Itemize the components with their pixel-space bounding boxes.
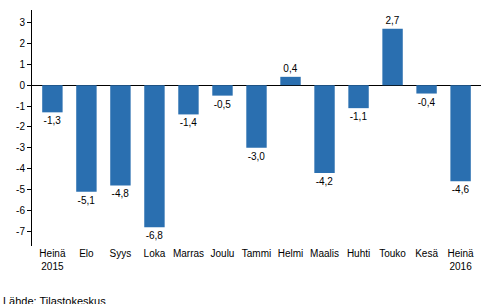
svg-text:-4,6: -4,6 xyxy=(452,184,470,195)
svg-text:-2: -2 xyxy=(16,121,25,132)
svg-text:-7: -7 xyxy=(16,226,25,237)
svg-text:1: 1 xyxy=(19,59,25,70)
svg-text:-6,8: -6,8 xyxy=(146,230,164,241)
svg-text:-1: -1 xyxy=(16,101,25,112)
svg-text:Loka: Loka xyxy=(144,248,166,259)
svg-text:-5,1: -5,1 xyxy=(78,195,96,206)
svg-text:Touko: Touko xyxy=(379,248,406,259)
svg-text:-4,2: -4,2 xyxy=(316,176,334,187)
svg-text:-1,1: -1,1 xyxy=(350,111,368,122)
svg-text:Tammi: Tammi xyxy=(242,248,271,259)
svg-text:-4: -4 xyxy=(16,163,25,174)
svg-text:-3: -3 xyxy=(16,142,25,153)
svg-text:-0,4: -0,4 xyxy=(418,97,436,108)
svg-text:Elo: Elo xyxy=(79,248,94,259)
svg-text:-4,8: -4,8 xyxy=(112,188,130,199)
svg-text:2: 2 xyxy=(19,38,25,49)
svg-text:Syys: Syys xyxy=(110,248,132,259)
svg-text:Heinä2015: Heinä2015 xyxy=(39,248,66,272)
svg-text:0,4: 0,4 xyxy=(283,63,297,74)
svg-text:Maalis: Maalis xyxy=(310,248,339,259)
svg-text:-1,3: -1,3 xyxy=(44,115,62,126)
svg-text:Joulu: Joulu xyxy=(211,248,235,259)
svg-text:Helmi: Helmi xyxy=(278,248,304,259)
svg-text:-1,4: -1,4 xyxy=(180,117,198,128)
svg-text:-6: -6 xyxy=(16,205,25,216)
svg-text:-3,0: -3,0 xyxy=(248,151,266,162)
svg-text:3: 3 xyxy=(19,17,25,28)
svg-text:-5: -5 xyxy=(16,184,25,195)
svg-text:0: 0 xyxy=(19,80,25,91)
svg-text:2,7: 2,7 xyxy=(385,15,399,26)
svg-text:-0,5: -0,5 xyxy=(214,99,232,110)
svg-text:Huhti: Huhti xyxy=(347,248,370,259)
svg-text:Marras: Marras xyxy=(173,248,204,259)
svg-text:Lähde: Tilastokeskus: Lähde: Tilastokeskus xyxy=(3,295,106,304)
svg-text:Kesä: Kesä xyxy=(415,248,438,259)
svg-text:Heinä2016: Heinä2016 xyxy=(448,248,475,272)
